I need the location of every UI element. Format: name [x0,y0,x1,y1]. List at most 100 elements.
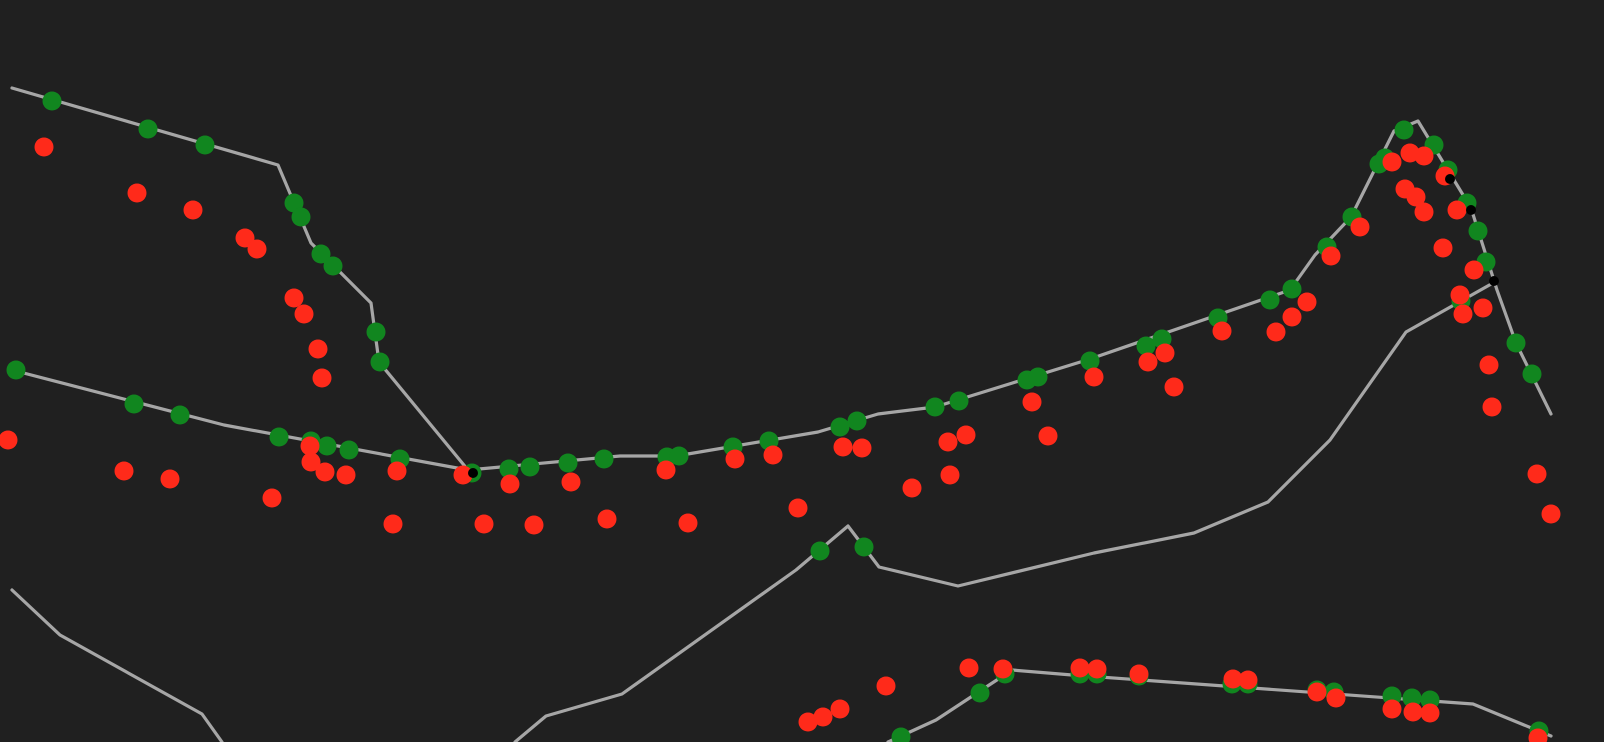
red-point [1087,659,1107,679]
red-point [1084,367,1104,387]
red-point [1528,728,1548,742]
green-point [170,405,190,425]
red-point [1479,355,1499,375]
red-point [1473,298,1493,318]
green-point [1028,367,1048,387]
red-point [312,368,332,388]
green-point [1420,690,1440,710]
red-point [1403,702,1423,722]
red-point [852,438,872,458]
red-point [34,137,54,157]
red-point [725,449,745,469]
red-point [1070,658,1090,678]
green-point [269,427,289,447]
red-point [1406,187,1426,207]
red-point [160,469,180,489]
green-point [284,193,304,213]
red-point [959,658,979,678]
green-point [520,457,540,477]
green-point [138,119,158,139]
red-point [247,239,267,259]
green-point [317,436,337,456]
red-point [1464,260,1484,280]
green-point [195,135,215,155]
red-point [656,460,676,480]
green-point [1080,351,1100,371]
green-point [1382,686,1402,706]
green-point [949,391,969,411]
red-point [1414,146,1434,166]
red-point [1155,343,1175,363]
red-point [1414,202,1434,222]
black-point [468,468,478,478]
red-point [500,474,520,494]
red-point [1321,246,1341,266]
green-point [6,360,26,380]
green-point [1136,336,1156,356]
red-point [1129,664,1149,684]
red-point [813,707,833,727]
green-point [847,411,867,431]
red-point [308,339,328,359]
red-point [1482,397,1502,417]
red-point-layer [0,137,1561,742]
green-point [370,352,390,372]
red-point [940,465,960,485]
red-point [1541,504,1561,524]
red-point [561,472,581,492]
red-point [830,699,850,719]
green-point [830,417,850,437]
green-point [810,541,830,561]
red-point [1326,688,1346,708]
red-point [1022,392,1042,412]
red-point [453,465,473,485]
black-point [1466,205,1476,215]
red-point [262,488,282,508]
track-polyline-1 [10,86,1553,472]
red-point [127,183,147,203]
green-point [124,394,144,414]
red-point [763,445,783,465]
red-point [678,513,698,533]
red-point [956,425,976,445]
green-point [1394,120,1414,140]
red-point [1282,307,1302,327]
green-point [594,449,614,469]
red-point [0,430,18,450]
green-point [925,397,945,417]
red-point [301,452,321,472]
red-point [1238,670,1258,690]
red-point [284,288,304,308]
polyline-layer [10,86,1553,742]
red-point [1223,669,1243,689]
red-point [114,461,134,481]
red-point [336,465,356,485]
red-point [383,514,403,534]
green-point [891,727,911,742]
track-polyline-3 [10,588,224,742]
red-point [183,200,203,220]
red-point [798,712,818,732]
green-point [366,322,386,342]
green-point [499,459,519,479]
red-point [938,432,958,452]
red-point [1307,682,1327,702]
track-polyline-2 [10,368,470,472]
red-point [1527,464,1547,484]
green-point [1506,333,1526,353]
green-point [291,207,311,227]
red-point [1382,699,1402,719]
red-point [300,436,320,456]
green-point [854,537,874,557]
green-point [1468,221,1488,241]
green-point [970,683,990,703]
green-point [1522,364,1542,384]
green-point [669,446,689,466]
red-point [876,676,896,696]
green-point [1402,688,1422,708]
red-point [993,659,1013,679]
green-point [1260,290,1280,310]
green-point [1282,279,1302,299]
